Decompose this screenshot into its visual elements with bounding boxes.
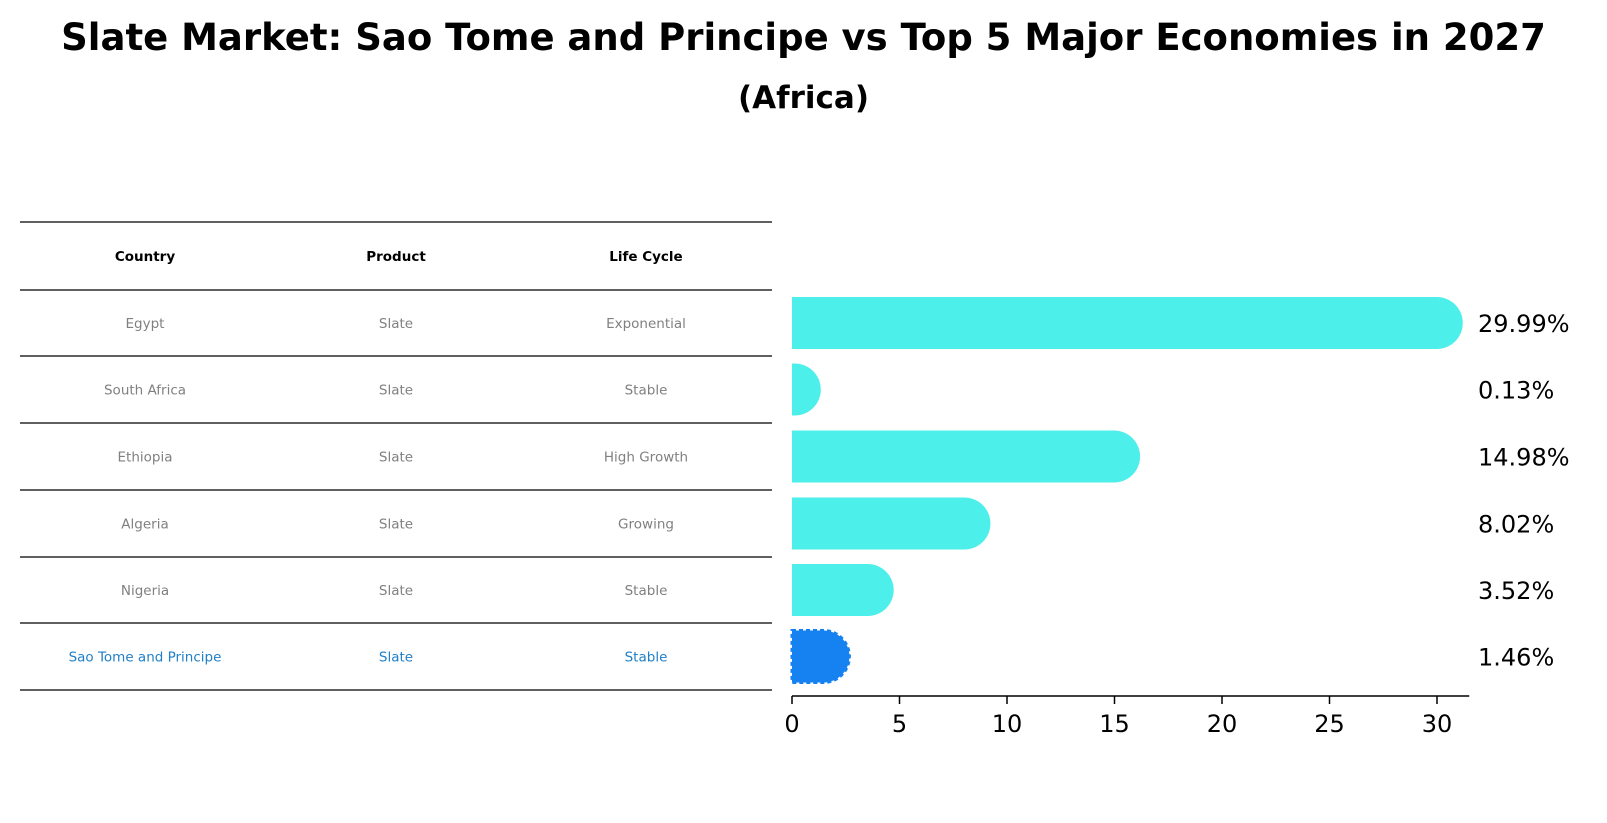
- table-header-2: Life Cycle: [609, 249, 682, 265]
- table-cell-r2-c1: Slate: [379, 450, 413, 466]
- table-cell-r5-c2: Stable: [625, 650, 668, 666]
- table-cell-r3-c2: Growing: [618, 517, 674, 533]
- chart-subtitle: (Africa): [737, 80, 870, 116]
- table-cell-r0-c0: Egypt: [126, 316, 165, 332]
- x-axis: 0 5 10 15 20 25 30: [784, 695, 1470, 738]
- bar-4: [792, 564, 894, 616]
- value-labels: 29.99% 0.13% 14.98% 8.02% 3.52% 1.46%: [1478, 310, 1570, 672]
- table-header-1: Product: [366, 249, 426, 265]
- bar-3: [792, 497, 991, 550]
- chart-title: Slate Market: Sao Tome and Principe vs T…: [61, 16, 1546, 59]
- value-label-0: 29.99%: [1478, 310, 1570, 338]
- table-cell-r3-c0: Algeria: [121, 517, 168, 533]
- x-tick-label-2: 10: [992, 710, 1023, 738]
- table-cell-r3-c1: Slate: [379, 517, 413, 533]
- bar-0: [792, 297, 1463, 349]
- value-label-3: 8.02%: [1478, 511, 1554, 539]
- x-tick-label-3: 15: [1099, 710, 1130, 738]
- table-cell-r4-c0: Nigeria: [121, 583, 169, 599]
- x-tick-label-1: 5: [892, 710, 907, 738]
- data-table: Country Product Life Cycle Egypt Slate Expone…: [20, 221, 772, 691]
- table-cell-r1-c0: South Africa: [104, 383, 186, 399]
- x-tick-label-6: 30: [1422, 710, 1453, 738]
- value-label-5: 1.46%: [1478, 644, 1554, 672]
- table-cell-r4-c1: Slate: [379, 583, 413, 599]
- table-cell-r4-c2: Stable: [625, 583, 668, 599]
- table-cell-r5-c0: Sao Tome and Principe: [69, 650, 222, 666]
- bar-2: [792, 430, 1141, 483]
- table-cell-r2-c2: High Growth: [604, 450, 688, 466]
- table-cell-r5-c1: Slate: [379, 650, 413, 666]
- table-cell-r0-c1: Slate: [379, 316, 413, 332]
- table-cell-r0-c2: Exponential: [606, 316, 686, 332]
- x-tick-label-5: 25: [1314, 710, 1345, 738]
- x-tick-label-4: 20: [1207, 710, 1238, 738]
- table-cell-r1-c2: Stable: [625, 383, 668, 399]
- table-cell-r2-c0: Ethiopia: [118, 450, 173, 466]
- bar-series: [790, 297, 1463, 684]
- value-label-4: 3.52%: [1478, 577, 1554, 605]
- x-tick-label-0: 0: [784, 710, 799, 738]
- bar-5: [790, 629, 851, 684]
- table-header-0: Country: [115, 249, 176, 265]
- value-label-1: 0.13%: [1478, 377, 1554, 405]
- bar-1: [792, 363, 821, 416]
- table-cell-r1-c1: Slate: [379, 383, 413, 399]
- value-label-2: 14.98%: [1478, 444, 1570, 472]
